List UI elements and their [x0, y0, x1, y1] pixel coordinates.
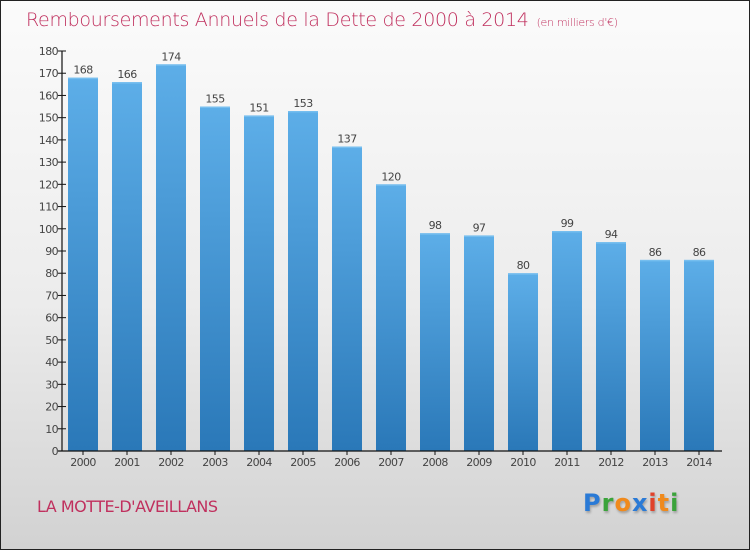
x-tick-label: 2013	[642, 456, 668, 469]
data-label: 120	[381, 170, 401, 183]
bar-highlight	[288, 111, 318, 113]
bar-highlight	[332, 146, 362, 149]
bar-highlight	[112, 82, 142, 84]
y-tick-label: 70	[45, 289, 58, 302]
y-tick-label: 80	[45, 267, 58, 280]
bar-2000	[68, 77, 98, 452]
data-label: 168	[73, 64, 93, 77]
bar-highlight	[596, 242, 626, 244]
x-tick-label: 2001	[114, 456, 140, 469]
bar-highlight	[420, 233, 450, 235]
bars-group: 168 166 174 155 151 153 137 120 98 97 80 99 94 86 86	[68, 50, 714, 452]
x-tick-label: 2006	[334, 456, 360, 469]
bar-2008	[420, 233, 450, 451]
data-label: 153	[293, 97, 313, 110]
y-tick-label: 20	[45, 401, 58, 414]
data-label: 94	[605, 228, 618, 241]
logo-letter: o	[614, 489, 632, 517]
y-tick-label: 180	[39, 45, 59, 58]
logo-letter: x	[631, 489, 649, 517]
x-tick-label: 2003	[202, 456, 228, 469]
x-tick-label: 2008	[422, 456, 448, 469]
bar-2014	[684, 259, 714, 451]
bar-highlight	[508, 273, 538, 275]
y-tick-label: 160	[39, 89, 59, 102]
bar-2004	[244, 115, 274, 451]
bar-2005	[288, 111, 318, 451]
y-tick-label: 10	[45, 423, 58, 436]
logo-letter: P	[583, 489, 602, 517]
data-label: 99	[561, 217, 574, 230]
x-tick-label: 2010	[510, 456, 536, 469]
x-tick-label: 2014	[686, 456, 712, 469]
axes-group: 2000 2001 2002 2003 2004 2005 2006 2007 2008 2009…	[39, 45, 722, 469]
bar-highlight	[640, 259, 670, 262]
y-tick-label: 140	[39, 134, 59, 147]
logo-letter: r	[601, 489, 615, 517]
data-label: 155	[205, 93, 225, 106]
logo-letter: t	[657, 489, 671, 517]
y-tick-label: 50	[45, 334, 58, 347]
y-tick-label: 90	[45, 245, 58, 258]
bar-2006	[332, 146, 362, 452]
y-tick-label: 60	[45, 312, 58, 325]
bar-highlight	[156, 64, 186, 66]
bar-2010	[508, 273, 538, 451]
chart-title-text: Remboursements Annuels de la Dette de 20…	[26, 9, 529, 31]
x-tick-label: 2012	[598, 456, 624, 469]
x-tick-label: 2002	[158, 456, 184, 469]
data-label: 174	[161, 50, 181, 63]
x-tick-label: 2009	[466, 456, 492, 469]
y-tick-label: 40	[45, 356, 58, 369]
y-tick-label: 30	[45, 378, 58, 391]
chart-title: Remboursements Annuels de la Dette de 20…	[26, 9, 618, 31]
bar-2012	[596, 242, 626, 451]
x-tick-label: 2005	[290, 456, 316, 469]
bar-2007	[376, 184, 406, 452]
y-tick-label: 110	[39, 201, 59, 214]
data-label: 86	[693, 246, 706, 259]
proxiti-logo[interactable]: Proxiti	[583, 489, 679, 517]
logo-letter: i	[670, 489, 680, 517]
bar-highlight	[68, 77, 98, 80]
chart-unit: (en milliers d'€)	[536, 16, 618, 29]
bar-highlight	[376, 184, 406, 186]
bar-2003	[200, 106, 230, 452]
data-label: 137	[337, 133, 357, 146]
bar-chart: 168 166 174 155 151 153 137 120 98 97 80 99 94 86 86 2…	[39, 45, 722, 469]
bar-highlight	[684, 259, 714, 262]
bar-2009	[464, 235, 494, 451]
data-label: 166	[117, 68, 137, 81]
bar-2013	[640, 259, 670, 451]
data-label: 97	[473, 221, 486, 234]
data-label: 151	[249, 101, 268, 114]
x-tick-label: 2000	[70, 456, 96, 469]
x-tick-label: 2011	[554, 456, 580, 469]
data-label: 86	[649, 246, 662, 259]
bar-2011	[552, 231, 582, 451]
bar-2001	[112, 82, 142, 451]
x-tick-label: 2007	[378, 456, 404, 469]
y-tick-label: 170	[39, 67, 59, 80]
bar-highlight	[552, 231, 582, 233]
y-tick-label: 120	[39, 178, 59, 191]
y-tick-label: 0	[52, 445, 59, 458]
y-tick-label: 150	[39, 112, 59, 125]
bar-highlight	[200, 106, 230, 109]
bar-highlight	[464, 235, 494, 237]
commune-name: LA MOTTE-D'AVEILLANS	[37, 497, 218, 516]
logo-letter: i	[648, 489, 658, 517]
bar-2002	[156, 64, 186, 452]
data-label: 80	[517, 259, 530, 272]
y-tick-label: 130	[39, 156, 59, 169]
x-tick-label: 2004	[246, 456, 272, 469]
bar-highlight	[244, 115, 274, 117]
y-tick-label: 100	[39, 223, 59, 236]
data-label: 98	[429, 219, 442, 232]
